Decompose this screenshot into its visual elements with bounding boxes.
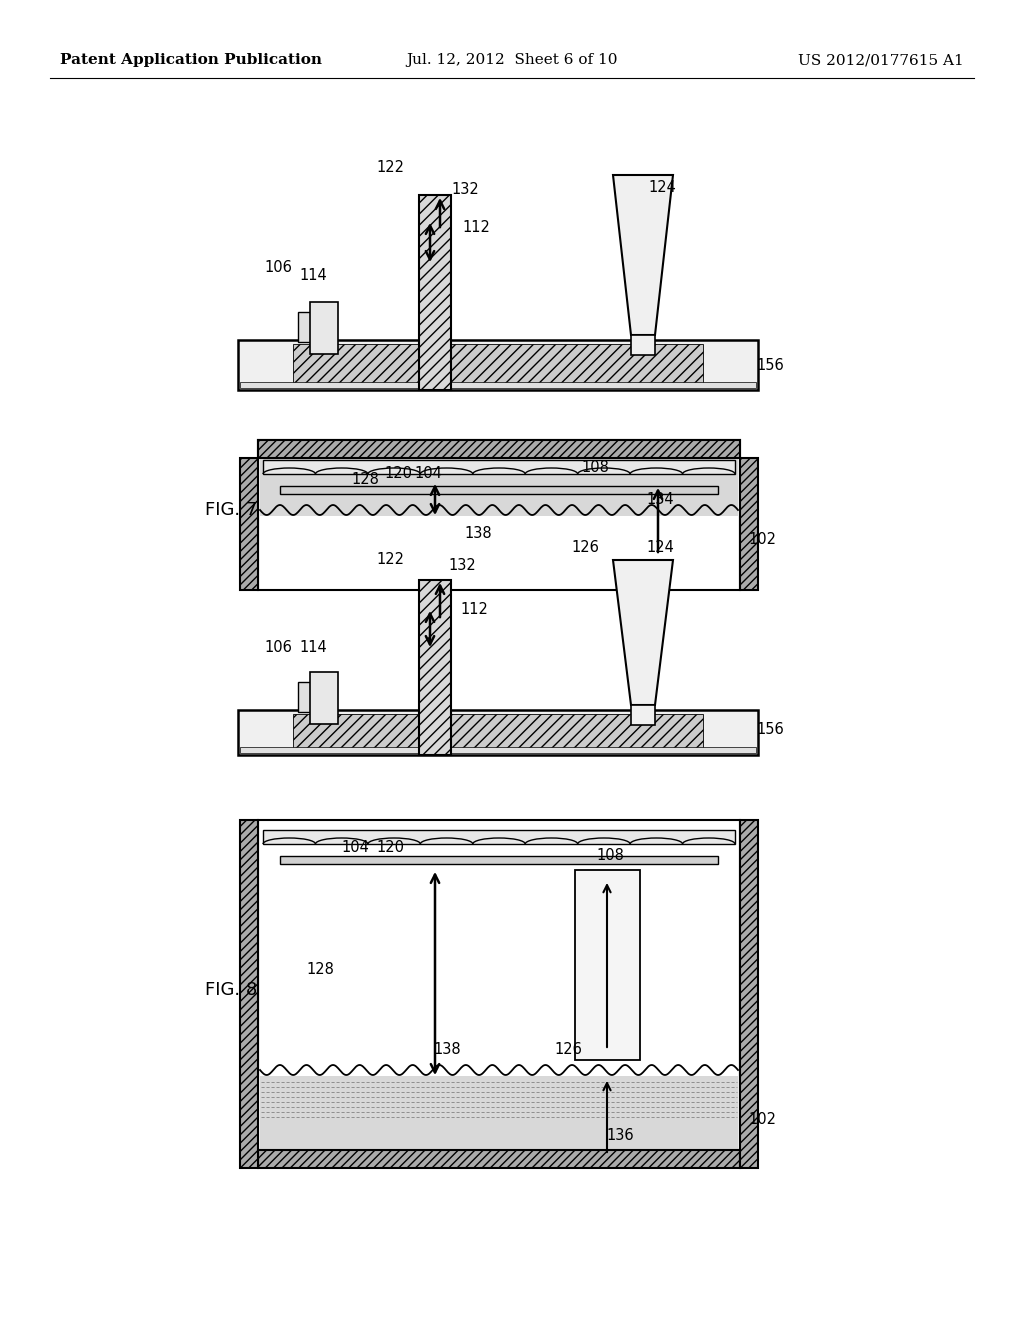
Bar	[740, 820, 758, 1168]
Text: FIG. 8: FIG. 8	[205, 981, 257, 999]
Text: 126: 126	[554, 1043, 582, 1057]
Text: Patent Application Publication: Patent Application Publication	[60, 53, 322, 67]
Bar	[240, 820, 258, 1168]
Bar	[310, 672, 338, 723]
Text: 102: 102	[748, 1113, 776, 1127]
Text: 138: 138	[433, 1043, 461, 1057]
Text: 122: 122	[376, 553, 404, 568]
Text: 114: 114	[299, 268, 327, 282]
Text: 138: 138	[464, 525, 492, 540]
Text: 106: 106	[264, 260, 292, 276]
Text: 114: 114	[299, 640, 327, 656]
Bar	[240, 747, 756, 752]
Bar	[258, 440, 740, 590]
Text: 124: 124	[646, 540, 674, 556]
Bar	[631, 335, 655, 355]
Text: 120: 120	[376, 841, 404, 855]
Bar	[293, 345, 703, 385]
Text: 156: 156	[756, 358, 784, 372]
Bar	[298, 312, 312, 342]
Bar	[258, 1150, 740, 1168]
Text: 134: 134	[646, 492, 674, 507]
Text: 126: 126	[571, 540, 599, 556]
Text: 156: 156	[756, 722, 784, 738]
Text: 128: 128	[306, 962, 334, 978]
Bar	[631, 705, 655, 725]
Bar	[419, 579, 451, 755]
Bar	[298, 682, 312, 711]
Bar	[240, 458, 258, 590]
Text: 132: 132	[452, 182, 479, 198]
Bar	[310, 302, 338, 354]
Text: 108: 108	[596, 847, 624, 862]
Text: 128: 128	[351, 473, 379, 487]
Text: 120: 120	[384, 466, 412, 482]
Text: 104: 104	[341, 841, 369, 855]
Text: 108: 108	[581, 461, 609, 475]
Text: 124: 124	[648, 181, 676, 195]
Text: FIG. 7: FIG. 7	[205, 502, 257, 519]
Text: 102: 102	[748, 532, 776, 548]
Polygon shape	[613, 176, 673, 335]
Bar	[263, 830, 735, 843]
Text: 112: 112	[462, 220, 489, 235]
Text: 122: 122	[376, 161, 404, 176]
Text: Jul. 12, 2012  Sheet 6 of 10: Jul. 12, 2012 Sheet 6 of 10	[407, 53, 617, 67]
Text: 112: 112	[460, 602, 488, 618]
Bar	[258, 440, 740, 458]
Text: 104: 104	[414, 466, 442, 482]
Polygon shape	[613, 560, 673, 705]
Bar	[238, 710, 758, 755]
Bar	[575, 870, 640, 1060]
Bar	[240, 381, 756, 388]
Text: US 2012/0177615 A1: US 2012/0177615 A1	[799, 53, 964, 67]
Bar	[740, 458, 758, 590]
Bar	[260, 440, 738, 516]
Bar	[260, 1076, 738, 1150]
Text: 132: 132	[449, 557, 476, 573]
Bar	[258, 820, 740, 1150]
Bar	[419, 195, 451, 389]
Bar	[280, 486, 718, 494]
Bar	[280, 855, 718, 865]
Text: 106: 106	[264, 640, 292, 656]
Bar	[238, 341, 758, 389]
Bar	[293, 714, 703, 751]
Bar	[263, 459, 735, 474]
Text: 136: 136	[606, 1127, 634, 1143]
